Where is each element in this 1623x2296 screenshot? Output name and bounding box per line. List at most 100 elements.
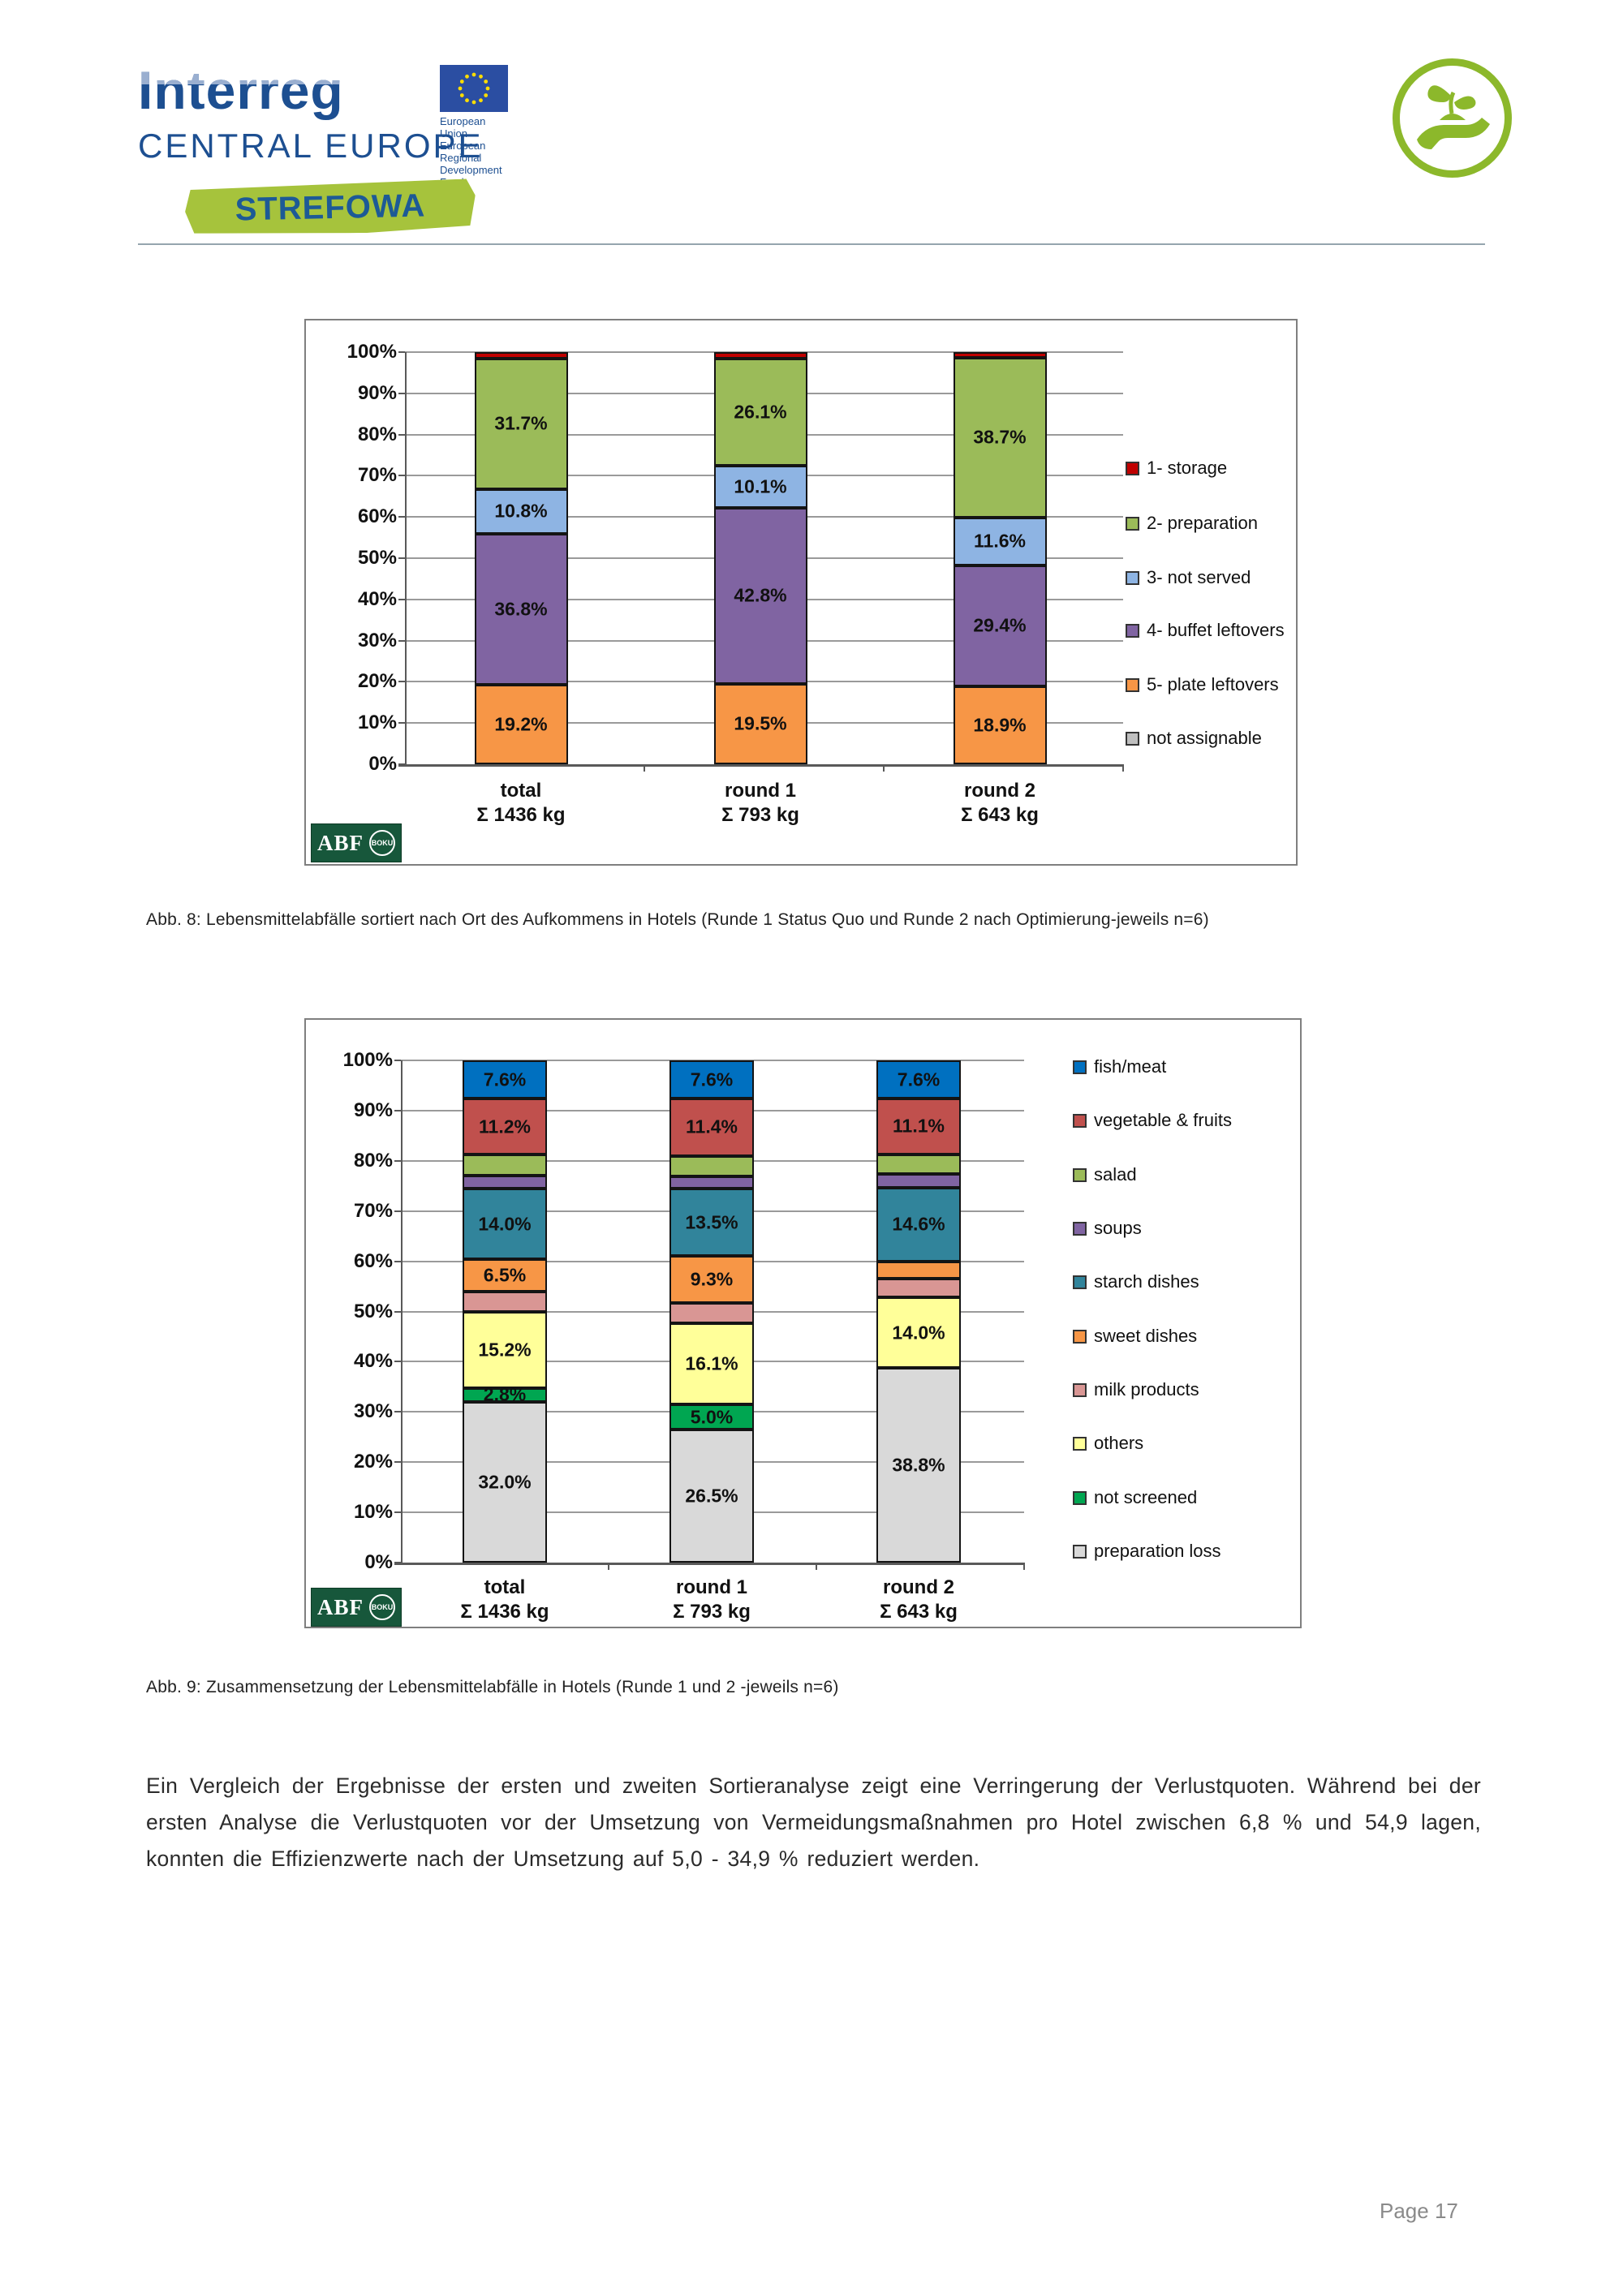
bar-segment-label: 26.5% xyxy=(685,1485,738,1507)
bar-segment-label: 11.4% xyxy=(686,1116,738,1137)
grid-line xyxy=(401,1060,1024,1061)
legend-swatch xyxy=(1073,1436,1087,1451)
bar-segment xyxy=(876,1279,961,1298)
legend-label: fish/meat xyxy=(1094,1056,1167,1077)
abf-label: ABF xyxy=(317,1594,364,1619)
y-tick-mark xyxy=(394,1210,401,1212)
y-tick-label: 100% xyxy=(342,1049,393,1071)
bar-segment xyxy=(876,1173,961,1189)
y-tick-mark xyxy=(398,681,405,683)
legend-item: vegetable & fruits xyxy=(1073,1110,1232,1131)
legend-item: fish/meat xyxy=(1073,1056,1166,1077)
y-tick-label: 90% xyxy=(357,381,397,404)
bar-segment xyxy=(876,1154,961,1174)
bar-segment-label: 5.0% xyxy=(690,1406,734,1427)
y-tick-mark xyxy=(398,351,405,353)
bar-segment: 7.6% xyxy=(669,1060,754,1099)
bar-segment: 10.8% xyxy=(474,488,568,534)
grid-line xyxy=(405,351,1123,353)
legend-swatch xyxy=(1073,1329,1087,1344)
bar-segment-label: 6.5% xyxy=(483,1264,527,1286)
y-tick-mark xyxy=(398,639,405,642)
y-tick-mark xyxy=(398,392,405,394)
legend-label: soups xyxy=(1094,1218,1142,1238)
bar-segment-label: 16.1% xyxy=(685,1352,738,1374)
interreg-logo: Interreg Interreg CENTRAL EUROPE Europea… xyxy=(138,60,508,188)
x-category-sum: Σ 793 kg xyxy=(673,1601,751,1623)
bar-segment: 10.1% xyxy=(713,466,807,508)
y-tick-mark xyxy=(394,1461,401,1464)
strefowa-label: STREFOWA xyxy=(235,187,426,227)
y-tick-mark xyxy=(394,1361,401,1363)
central-europe-label: CENTRAL EUROPE xyxy=(138,127,484,165)
y-tick-mark xyxy=(398,475,405,477)
x-category-name: total xyxy=(500,780,542,802)
legend-item: 1- storage xyxy=(1126,458,1227,479)
x-axis-line xyxy=(394,1563,1024,1565)
legend-swatch xyxy=(1126,731,1139,746)
legend-swatch xyxy=(1073,1167,1087,1182)
y-tick-mark xyxy=(394,1260,401,1262)
bar-segment: 11.2% xyxy=(463,1099,547,1155)
bar-segment xyxy=(463,1154,547,1176)
page-number: Page 17 xyxy=(1380,2199,1458,2223)
bar-segment: 6.5% xyxy=(463,1259,547,1292)
bar-segment-label: 18.9% xyxy=(973,714,1027,736)
bar-segment: 11.6% xyxy=(953,517,1047,565)
interreg-wordmark: Interreg Interreg xyxy=(138,60,344,120)
y-tick-label: 40% xyxy=(353,1350,393,1373)
bar-segment-label: 38.8% xyxy=(892,1454,945,1476)
legend-item: not assignable xyxy=(1126,728,1262,749)
eu-fund-label: European Union European Regional Develop… xyxy=(440,115,502,188)
legend-label: milk products xyxy=(1094,1379,1199,1400)
legend-swatch xyxy=(1126,677,1139,692)
y-tick-mark xyxy=(398,557,405,559)
y-tick-label: 20% xyxy=(357,670,397,693)
y-tick-label: 0% xyxy=(364,1551,393,1573)
bar-segment-label: 7.6% xyxy=(690,1068,734,1090)
legend-item: sweet dishes xyxy=(1073,1326,1197,1347)
bar-segment: 31.7% xyxy=(474,358,568,489)
legend-label: not screened xyxy=(1094,1487,1198,1507)
bar-segment-label: 14.6% xyxy=(892,1213,945,1235)
figure-9-caption: Abb. 9: Zusammensetzung der Lebensmittel… xyxy=(146,1678,839,1696)
bar-segment xyxy=(669,1302,754,1324)
strefowa-banner: STREFOWA xyxy=(184,178,476,236)
bar-segment: 18.9% xyxy=(953,686,1047,764)
bar-segment: 14.6% xyxy=(876,1188,961,1262)
category-tick-mark xyxy=(644,764,645,772)
bar-segment-label: 10.8% xyxy=(494,500,548,522)
y-tick-label: 80% xyxy=(353,1149,393,1172)
bar-segment: 15.2% xyxy=(463,1311,547,1388)
category-tick-mark xyxy=(883,764,885,772)
x-category-sum: Σ 1436 kg xyxy=(460,1601,549,1623)
bar-segment: 32.0% xyxy=(463,1401,547,1563)
bar-segment xyxy=(713,352,807,359)
legend-swatch xyxy=(1073,1490,1087,1505)
bar-segment-label: 31.7% xyxy=(494,412,548,434)
figure-9-chart: ABF BOKU 100% 90% 80% 70% 60% 50% 40% 30% 20% 10%… xyxy=(304,1018,1302,1628)
bar-segment-label: 11.2% xyxy=(479,1116,531,1137)
legend-label: 2- preparation xyxy=(1147,513,1258,533)
bar-segment-label: 13.5% xyxy=(685,1211,738,1233)
y-tick-label: 30% xyxy=(353,1400,393,1423)
bar-segment-label: 15.2% xyxy=(478,1339,532,1361)
bar-segment-label: 10.1% xyxy=(734,475,787,497)
bar-segment-label: 42.8% xyxy=(734,584,787,606)
legend-swatch xyxy=(1126,461,1139,475)
figure-8-caption: Abb. 8: Lebensmittelabfälle sortiert nac… xyxy=(146,910,1209,929)
bar-segment: 14.0% xyxy=(463,1189,547,1260)
legend-item: preparation loss xyxy=(1073,1541,1221,1562)
legend-label: 5- plate leftovers xyxy=(1147,674,1279,694)
legend-swatch xyxy=(1126,570,1139,585)
y-tick-label: 50% xyxy=(353,1300,393,1322)
x-category-sum: Σ 793 kg xyxy=(721,804,799,826)
x-category-label: total Σ 1436 kg xyxy=(424,779,618,828)
abf-label: ABF xyxy=(317,830,364,855)
bar-round-1: 19.5% 42.8% 10.1% 26.1% xyxy=(713,352,807,764)
x-category-name: round 2 xyxy=(883,1576,954,1598)
y-tick-mark xyxy=(398,516,405,518)
x-category-label: total Σ 1436 kg xyxy=(407,1576,602,1624)
